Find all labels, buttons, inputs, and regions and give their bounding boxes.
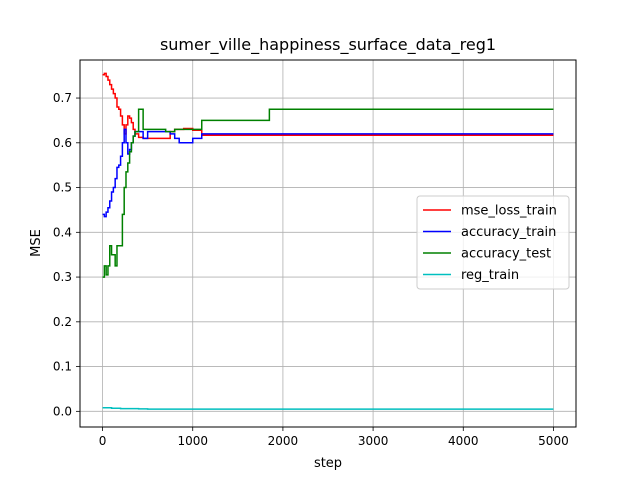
y-tick-label: 0.4 [53, 225, 72, 239]
y-tick-label: 0.7 [53, 91, 72, 105]
legend-label: accuracy_test [461, 247, 551, 262]
y-tick-label: 0.6 [53, 136, 72, 150]
x-tick-label: 3000 [358, 434, 389, 448]
y-axis-ticks: 0.0 0.1 0.2 0.3 0.4 0.5 0.6 0.7 [53, 91, 80, 418]
y-tick-label: 0.3 [53, 270, 72, 284]
y-tick-label: 0.5 [53, 181, 72, 195]
x-axis-label: step [314, 456, 342, 471]
x-tick-label: 5000 [538, 434, 569, 448]
legend-label: accuracy_train [461, 225, 556, 240]
x-tick-label: 1000 [177, 434, 208, 448]
y-tick-label: 0.0 [53, 404, 72, 418]
legend: mse_loss_train accuracy_train accuracy_tes… [416, 195, 570, 290]
series-lines [102, 72, 554, 410]
legend-label: mse_loss_train [461, 204, 557, 219]
legend-box [416, 195, 570, 290]
legend-label: reg_train [461, 268, 519, 283]
series-line-reg-train [102, 407, 554, 410]
series-line-accuracy-test [102, 108, 554, 278]
x-tick-label: 4000 [448, 434, 479, 448]
x-axis-ticks: 0 1000 2000 3000 4000 5000 [99, 427, 569, 448]
plot-frame [79, 59, 577, 428]
x-tick-label: 0 [99, 434, 107, 448]
y-axis-label: MSE [29, 229, 44, 257]
y-tick-label: 0.2 [53, 315, 72, 329]
y-tick-label: 0.1 [53, 360, 72, 374]
x-tick-label: 2000 [268, 434, 299, 448]
chart-title: sumer_ville_happiness_surface_data_reg1 [160, 35, 496, 55]
